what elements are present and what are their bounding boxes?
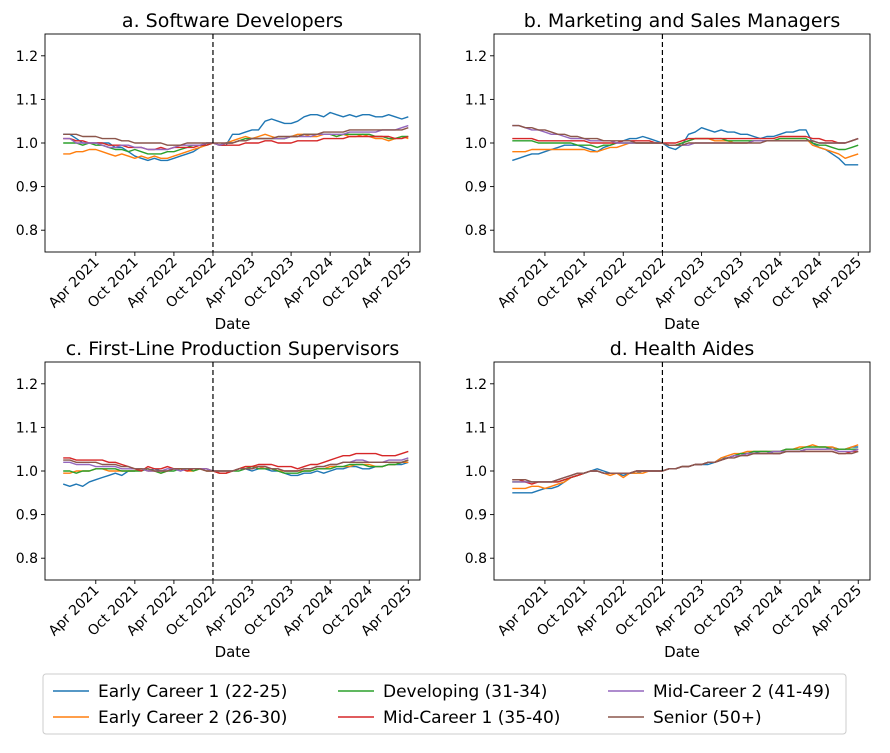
y-tick-label: 1.1: [16, 92, 38, 108]
y-tick-label: 1.1: [16, 420, 38, 436]
chart-title: d. Health Aides: [610, 338, 755, 360]
y-tick-label: 0.8: [16, 551, 38, 567]
y-tick-label: 0.9: [16, 508, 38, 524]
plot-frame: [493, 361, 871, 581]
x-axis-label: Date: [664, 315, 700, 333]
legend-label: Senior (50+): [653, 708, 762, 728]
legend: Early Career 1 (22-25) Developing (31-34…: [42, 673, 847, 735]
plot-frame: [493, 33, 871, 253]
chart-title: c. First-Line Production Supervisors: [66, 338, 400, 360]
series-line: [63, 459, 409, 472]
y-tick-label: 1.0: [16, 136, 38, 152]
y-tick-label: 0.9: [16, 180, 38, 196]
series-line: [63, 127, 409, 146]
x-axis-label: Date: [664, 643, 700, 661]
legend-frame: [42, 673, 847, 735]
y-tick-label: 1.2: [465, 49, 487, 65]
y-tick-label: 1.2: [16, 377, 38, 393]
y-tick-label: 0.9: [465, 508, 487, 524]
series-line: [512, 137, 859, 151]
y-tick-label: 1.1: [465, 420, 487, 436]
legend-label: Early Career 2 (26-30): [98, 708, 287, 728]
series-line: [512, 124, 859, 146]
y-tick-label: 0.8: [16, 223, 38, 239]
plot-frame: [44, 361, 421, 581]
series-line: [512, 135, 859, 144]
y-tick-label: 1.0: [465, 464, 487, 480]
chart-title: a. Software Developers: [122, 10, 343, 32]
y-tick-label: 0.8: [465, 223, 487, 239]
legend-label: Mid-Career 1 (35-40): [383, 708, 560, 728]
y-tick-label: 1.0: [16, 464, 38, 480]
series-line: [512, 450, 859, 483]
y-tick-label: 0.8: [465, 551, 487, 567]
legend-label: Mid-Career 2 (41-49): [653, 682, 830, 702]
y-tick-label: 0.9: [465, 180, 487, 196]
plot-frame: [44, 33, 421, 253]
y-tick-label: 1.2: [465, 377, 487, 393]
legend-label: Developing (31-34): [383, 682, 547, 702]
x-axis-label: Date: [215, 315, 251, 333]
y-tick-label: 1.1: [465, 92, 487, 108]
series-line: [63, 459, 409, 474]
chart-title: b. Marketing and Sales Managers: [524, 10, 840, 32]
legend-label: Early Career 1 (22-25): [98, 682, 287, 702]
y-tick-label: 1.2: [16, 49, 38, 65]
y-tick-label: 1.0: [465, 136, 487, 152]
x-axis-label: Date: [215, 643, 251, 661]
series-line: [63, 111, 409, 162]
